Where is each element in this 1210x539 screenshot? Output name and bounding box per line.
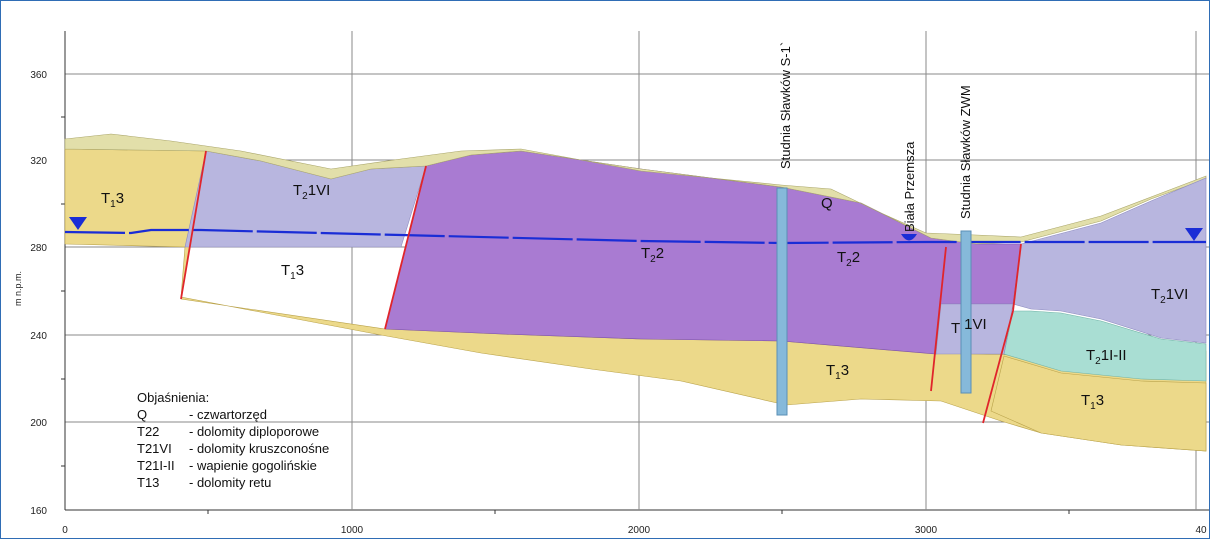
legend-code: T22 [137, 424, 159, 439]
x-tick-label: 40 [1195, 525, 1207, 536]
water-level-marker-left [69, 217, 87, 230]
label-t22-b: T22 [837, 249, 860, 269]
x-tick-label: 1000 [341, 525, 364, 536]
legend: Objaśnienia: Q - czwartorzęd T22 - dolom… [137, 390, 329, 490]
layer-t21vi-middle-polygon [935, 303, 1014, 355]
legend-code: Q [137, 407, 147, 422]
label-t21vi-a: T21VI [293, 182, 330, 202]
layer-q-polygon [64, 133, 1207, 245]
well-s1 [776, 187, 788, 416]
well-zwm [960, 230, 972, 394]
label-t13-d: T13 [1081, 392, 1104, 412]
y-tick-label: 360 [30, 70, 47, 81]
legend-desc: - dolomity diploporowe [189, 424, 319, 439]
faults [180, 150, 1022, 424]
label-t13-c: T13 [826, 362, 849, 382]
y-tick-label: 320 [30, 156, 47, 167]
y-tick-label: 240 [30, 331, 47, 342]
legend-code: T21VI [137, 441, 172, 456]
y-tick-label: 160 [30, 506, 47, 517]
label-well-s1: Studnia Sławków S-1` [778, 42, 793, 169]
legend-title: Objaśnienia: [137, 390, 209, 405]
water-level-marker-right [1185, 228, 1203, 241]
label-t21vi-b: T21VI [1151, 286, 1188, 306]
label-t13-b: T13 [281, 262, 304, 282]
axis-minor-ticks [61, 116, 1070, 514]
label-well-zwm: Studnia Sławków ZWM [958, 85, 973, 219]
layer-t13-right-polygon [990, 355, 1207, 452]
label-q: Q [821, 195, 833, 212]
x-tick-label: 0 [62, 525, 68, 536]
legend-desc: - czwartorzęd [189, 407, 267, 422]
y-tick-label: 280 [30, 243, 47, 254]
y-axis-unit: m n.p.m. [13, 271, 23, 306]
label-t21vi-c: T 1VI [951, 316, 987, 337]
label-t22-a: T22 [641, 245, 664, 265]
river-marker [901, 234, 917, 241]
legend-code: T13 [137, 475, 159, 490]
legend-code: T21I-II [137, 458, 175, 473]
x-axis-ticks: 0 1000 2000 3000 40 [62, 525, 1207, 536]
x-tick-label: 2000 [628, 525, 651, 536]
legend-desc: - dolomity retu [189, 475, 271, 490]
layer-t21ii-polygon [1003, 310, 1207, 382]
label-river: Biała Przemsza [902, 141, 917, 232]
legend-desc: - dolomity kruszconośne [189, 441, 329, 456]
x-tick-label: 3000 [915, 525, 938, 536]
layer-t21vi-right-polygon [1012, 177, 1207, 344]
label-t21ii: T21I-II [1086, 347, 1127, 367]
y-tick-label: 200 [30, 418, 47, 429]
y-axis-ticks: 360 320 280 240 200 160 [30, 70, 47, 517]
groundwater-line [64, 228, 1206, 245]
legend-desc: - wapienie gogolińskie [189, 458, 317, 473]
label-t13-a: T13 [101, 190, 124, 210]
